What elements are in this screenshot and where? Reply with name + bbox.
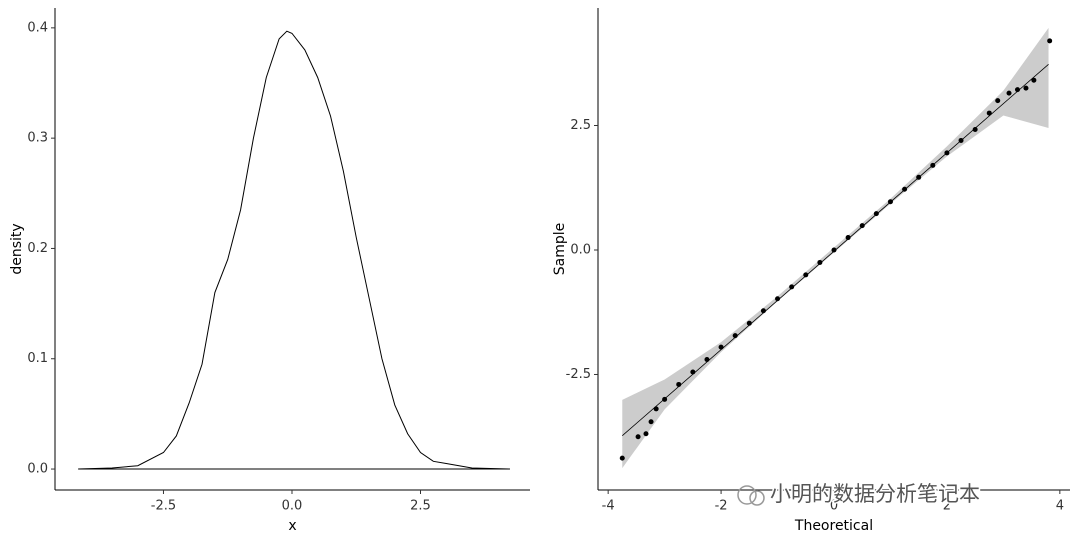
qq-point [775, 296, 781, 302]
y-axis-label: Sample [552, 223, 568, 276]
qq-point [972, 126, 978, 132]
qq-point [845, 235, 851, 241]
watermark: 小明的数据分析笔记本 [737, 481, 982, 508]
x-tick-label: -2 [715, 499, 728, 514]
qq-point [676, 381, 682, 387]
qq-point [619, 455, 625, 461]
x-tick-label: 2 [943, 499, 951, 514]
qq-point [873, 211, 879, 217]
qq-point [635, 434, 641, 440]
y-axis-label: density [9, 223, 25, 274]
qq-point [718, 344, 724, 350]
y-tick-label: 2.5 [570, 118, 591, 133]
x-tick-label: 2.5 [410, 499, 431, 514]
x-tick-label: 0.0 [282, 499, 303, 514]
qq-point [760, 308, 766, 314]
qq-point [831, 247, 837, 253]
qq-point [1006, 90, 1012, 96]
qq-point [1031, 77, 1037, 83]
y-tick-label: 0.0 [27, 462, 48, 477]
x-axis-label: Theoretical [794, 518, 873, 534]
x-tick-label: -2.5 [151, 499, 176, 514]
qq-point [887, 199, 893, 205]
y-tick-label: 0.3 [27, 131, 48, 146]
qq-point [817, 259, 823, 265]
qq-point [746, 320, 752, 326]
x-tick-label: 4 [1056, 499, 1064, 514]
qq-point [995, 98, 1001, 104]
qq-point [653, 406, 659, 412]
x-tick-label: -4 [602, 499, 615, 514]
watermark-icon [737, 485, 757, 505]
qq-point [1047, 38, 1053, 44]
watermark-text: 小明的数据分析笔记本 [770, 482, 980, 506]
qq-point [930, 162, 936, 168]
y-tick-label: 0.1 [27, 351, 48, 366]
x-axis-label: x [288, 518, 296, 534]
y-tick-label: 0.2 [27, 241, 48, 256]
watermark-icon [749, 490, 765, 506]
y-tick-label: -2.5 [566, 367, 591, 382]
y-tick-label: 0.4 [27, 20, 48, 35]
qq-point [958, 137, 964, 143]
qq-point [1023, 85, 1029, 91]
y-tick-label: 0.0 [570, 242, 591, 257]
qq-point [1014, 87, 1020, 93]
qq-point [986, 110, 992, 116]
qq-point [704, 357, 710, 363]
x-tick-label: 0 [830, 499, 838, 514]
qq-point [803, 272, 809, 278]
qq-point [859, 223, 865, 229]
qq-point [902, 186, 908, 192]
qq-point [690, 369, 696, 375]
qq-point [944, 150, 950, 156]
qq-point [643, 431, 649, 437]
qq-point [732, 333, 738, 339]
qq-point [789, 284, 795, 290]
qq-point [648, 419, 654, 425]
qq-point [916, 174, 922, 180]
density-line [78, 30, 510, 470]
qq-point [662, 396, 668, 402]
